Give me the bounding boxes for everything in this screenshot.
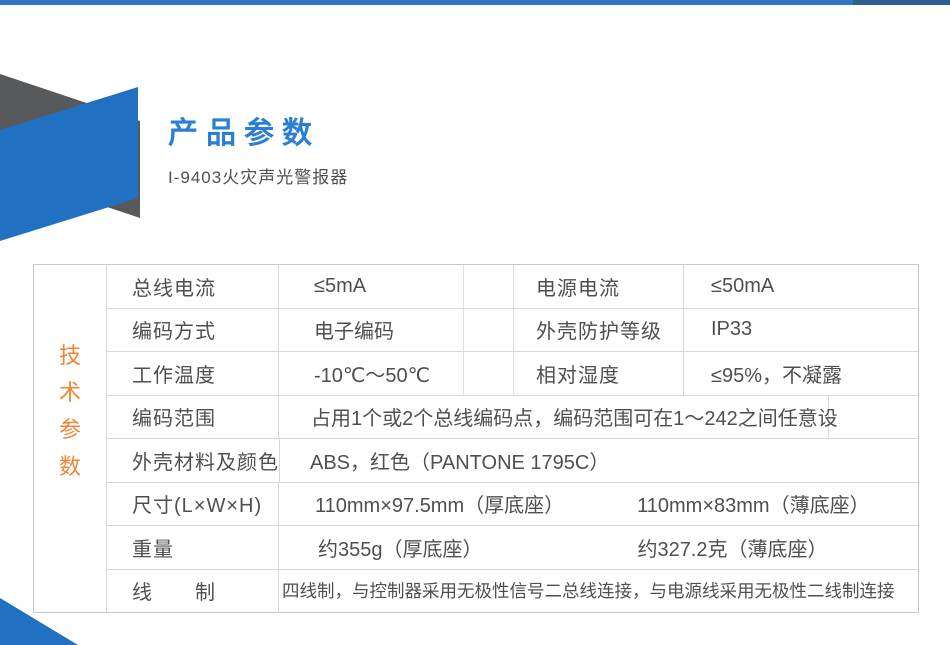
row-label: 重量: [107, 526, 279, 569]
empty-cell: [464, 308, 514, 351]
table-row-wiring: 线 制 四线制，与控制器采用无极性信号二总线连接，与电源线采用无极性二线制连接: [107, 569, 918, 613]
row-label: 外壳材料及颜色: [107, 439, 280, 482]
weight-thin-base: 约327.2克（薄底座）: [637, 538, 828, 561]
top-accent-bar-dark-segment: [853, 0, 950, 5]
row-value: 四线制，与控制器采用无极性信号二总线连接，与电源线采用无极性二线制连接: [279, 570, 918, 613]
row-value: 电子编码: [279, 308, 464, 351]
weight-thick-base: 约355g（厚底座）: [318, 538, 483, 561]
side-header-char: 参: [58, 416, 81, 442]
row-label: 总线电流: [107, 265, 279, 308]
row-value: ≤50mA: [711, 274, 775, 297]
side-header-char: 技: [58, 342, 81, 368]
row-label: 尺寸(L×W×H): [107, 482, 279, 525]
table-row-weight: 重量 约355g（厚底座） 约327.2克（薄底座）: [107, 526, 918, 570]
row-label: 外壳防护等级: [514, 308, 684, 351]
table-row-shell-material: 外壳材料及颜色 ABS，红色（PANTONE 1795C）: [107, 439, 918, 483]
row-value: IP33: [711, 318, 753, 341]
empty-cell: [464, 352, 514, 395]
row-label: 工作温度: [107, 352, 279, 395]
row-value-text: 四线制，与控制器采用无极性信号二总线连接，与电源线采用无极性二线制连接: [282, 581, 895, 602]
row-value: 占用1个或2个总线编码点，编码范围可在1～242之间任意设: [279, 395, 918, 438]
row-label: 电源电流: [514, 265, 684, 308]
row-label: 编码方式: [107, 308, 279, 351]
side-header-char: 术: [58, 379, 81, 405]
technical-parameters-table: 技 术 参 数 总线电流 ≤5mA 电源电流 ≤50mA 编码方式 电子编码 外…: [33, 264, 919, 613]
table-row-coding-mode: 编码方式 电子编码 外壳防护等级 IP33: [107, 308, 918, 352]
row-value: -10℃～50℃: [279, 352, 464, 395]
row-value-text: ABS，红色（PANTONE 1795C）: [310, 451, 610, 474]
table-row-bus-current: 总线电流 ≤5mA 电源电流 ≤50mA: [107, 265, 918, 309]
dimension-thin-base: 110mm×83mm（薄底座）: [637, 495, 870, 518]
row-value: ≤95%，不凝露: [711, 364, 843, 387]
row-label: 编码范围: [107, 395, 279, 438]
product-model-subtitle: I-9403火灾声光警报器: [168, 168, 349, 187]
dimension-thick-base: 110mm×97.5mm（厚底座）: [315, 495, 565, 518]
row-value: ≤5mA: [279, 265, 464, 308]
row-label: 相对湿度: [514, 352, 684, 395]
table-rows: 总线电流 ≤5mA 电源电流 ≤50mA 编码方式 电子编码 外壳防护等级 IP…: [107, 265, 918, 612]
row-value: 约355g（厚底座） 约327.2克（薄底座）: [279, 526, 918, 569]
table-row-working-temperature: 工作温度 -10℃～50℃ 相对湿度 ≤95%，不凝露: [107, 352, 918, 396]
row-value: 110mm×97.5mm（厚底座） 110mm×83mm（薄底座）: [279, 483, 918, 526]
side-header-char: 数: [58, 453, 81, 479]
top-accent-bar: [0, 0, 950, 5]
row-label: 线 制: [107, 569, 279, 612]
table-row-coding-range: 编码范围 占用1个或2个总线编码点，编码范围可在1～242之间任意设: [107, 395, 918, 439]
page-title: 产品参数: [168, 117, 320, 150]
empty-cell: [464, 265, 514, 308]
row-value-text: 占用1个或2个总线编码点，编码范围可在1～242之间任意设: [311, 408, 838, 431]
table-side-header: 技 术 参 数: [34, 265, 107, 612]
table-row-dimensions: 尺寸(L×W×H) 110mm×97.5mm（厚底座） 110mm×83mm（薄…: [107, 482, 918, 526]
row-value: ABS，红色（PANTONE 1795C）: [280, 439, 918, 482]
stray-divider-line: [828, 395, 829, 438]
